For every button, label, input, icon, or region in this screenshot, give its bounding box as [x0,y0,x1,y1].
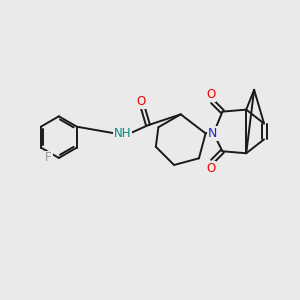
Text: N: N [208,127,217,140]
Text: NH: NH [113,127,131,140]
Text: O: O [206,162,215,175]
Text: O: O [206,88,215,101]
Text: F: F [45,152,52,164]
Text: O: O [136,95,146,108]
